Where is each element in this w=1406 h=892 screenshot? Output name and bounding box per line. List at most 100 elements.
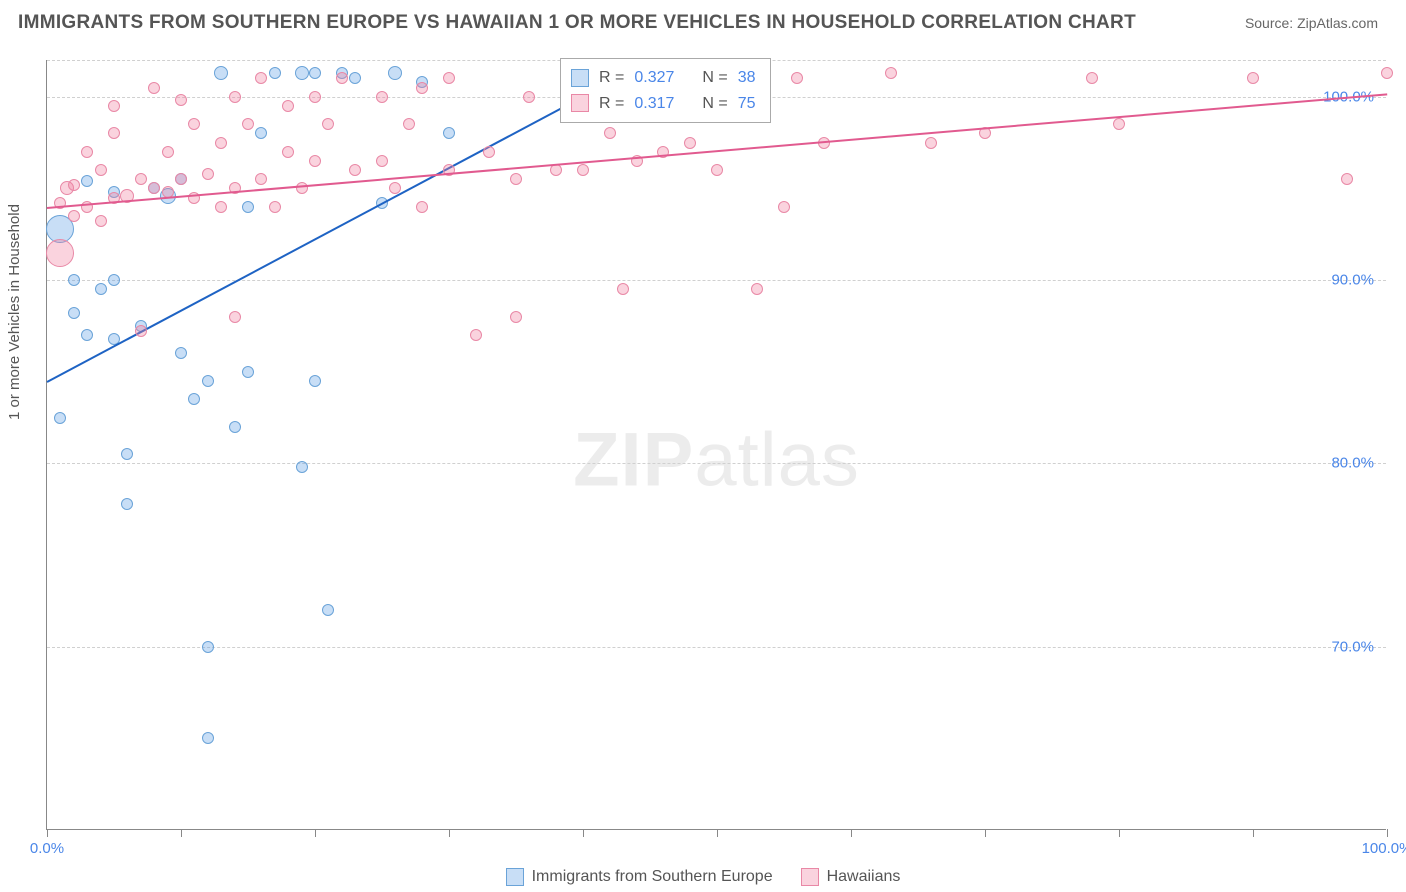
watermark: ZIPatlas <box>573 416 860 503</box>
data-point <box>242 366 254 378</box>
data-point <box>296 461 308 473</box>
data-point <box>617 283 629 295</box>
data-point <box>269 67 281 79</box>
data-point <box>135 173 147 185</box>
data-point <box>1086 72 1098 84</box>
data-point <box>255 127 267 139</box>
xtick <box>47 829 48 837</box>
r-label-2: R = <box>599 91 624 117</box>
data-point <box>1381 67 1393 79</box>
ytick-label: 70.0% <box>1331 638 1374 655</box>
data-point <box>215 137 227 149</box>
legend-label-series1: Immigrants from Southern Europe <box>532 868 773 886</box>
data-point <box>711 164 723 176</box>
data-point <box>336 72 348 84</box>
data-point <box>778 201 790 213</box>
data-point <box>135 325 147 337</box>
data-point <box>1247 72 1259 84</box>
data-point <box>175 347 187 359</box>
data-point <box>604 127 616 139</box>
data-point <box>309 155 321 167</box>
data-point <box>403 118 415 130</box>
data-point <box>389 182 401 194</box>
data-point <box>925 137 937 149</box>
swatch-series1 <box>571 69 589 87</box>
r-label-1: R = <box>599 65 624 91</box>
data-point <box>255 173 267 185</box>
ytick-label: 80.0% <box>1331 455 1374 472</box>
data-point <box>242 118 254 130</box>
xtick <box>717 829 718 837</box>
data-point <box>309 67 321 79</box>
data-point <box>242 201 254 213</box>
source-attribution: Source: ZipAtlas.com <box>1245 15 1378 31</box>
n-label-1: N = <box>702 65 727 91</box>
watermark-zip: ZIP <box>573 417 694 502</box>
xtick <box>851 829 852 837</box>
xtick <box>1119 829 1120 837</box>
data-point <box>255 72 267 84</box>
gridline <box>47 647 1386 648</box>
data-point <box>416 82 428 94</box>
data-point <box>309 91 321 103</box>
data-point <box>510 173 522 185</box>
y-axis-label: 1 or more Vehicles in Household <box>6 204 23 420</box>
legend-label-series2: Hawaiians <box>827 868 901 886</box>
data-point <box>229 91 241 103</box>
data-point <box>108 274 120 286</box>
data-point <box>388 66 402 80</box>
data-point <box>215 201 227 213</box>
data-point <box>416 201 428 213</box>
xtick <box>449 829 450 837</box>
n-value-1: 38 <box>738 65 756 91</box>
data-point <box>443 127 455 139</box>
n-label-2: N = <box>702 91 727 117</box>
legend-item-series2: Hawaiians <box>801 868 901 886</box>
ytick-label: 90.0% <box>1331 272 1374 289</box>
data-point <box>577 164 589 176</box>
swatch-series2 <box>571 94 589 112</box>
legend-item-series1: Immigrants from Southern Europe <box>506 868 773 886</box>
data-point <box>470 329 482 341</box>
series-legend: Immigrants from Southern Europe Hawaiian… <box>0 868 1406 886</box>
xtick <box>181 829 182 837</box>
data-point <box>229 421 241 433</box>
data-point <box>81 175 93 187</box>
data-point <box>81 329 93 341</box>
data-point <box>188 393 200 405</box>
data-point <box>510 311 522 323</box>
xtick <box>315 829 316 837</box>
data-point <box>95 164 107 176</box>
gridline <box>47 463 1386 464</box>
data-point <box>81 146 93 158</box>
data-point <box>282 146 294 158</box>
watermark-atlas: atlas <box>694 417 860 502</box>
data-point <box>214 66 228 80</box>
data-point <box>751 283 763 295</box>
data-point <box>1341 173 1353 185</box>
xtick <box>583 829 584 837</box>
data-point <box>282 100 294 112</box>
chart-title: IMMIGRANTS FROM SOUTHERN EUROPE VS HAWAI… <box>18 12 1136 34</box>
swatch-series2-bottom <box>801 868 819 886</box>
correlation-legend: R = 0.327 N = 38 R = 0.317 N = 75 <box>560 58 771 123</box>
data-point <box>68 179 80 191</box>
data-point <box>148 82 160 94</box>
data-point <box>295 66 309 80</box>
data-point <box>349 164 361 176</box>
data-point <box>108 100 120 112</box>
legend-row-series1: R = 0.327 N = 38 <box>571 65 756 91</box>
data-point <box>1113 118 1125 130</box>
data-point <box>684 137 696 149</box>
data-point <box>95 283 107 295</box>
data-point <box>349 72 361 84</box>
data-point <box>202 732 214 744</box>
data-point <box>443 72 455 84</box>
data-point <box>376 91 388 103</box>
data-point <box>68 307 80 319</box>
data-point <box>483 146 495 158</box>
data-point <box>309 375 321 387</box>
data-point <box>175 173 187 185</box>
xtick <box>1387 829 1388 837</box>
data-point <box>162 146 174 158</box>
